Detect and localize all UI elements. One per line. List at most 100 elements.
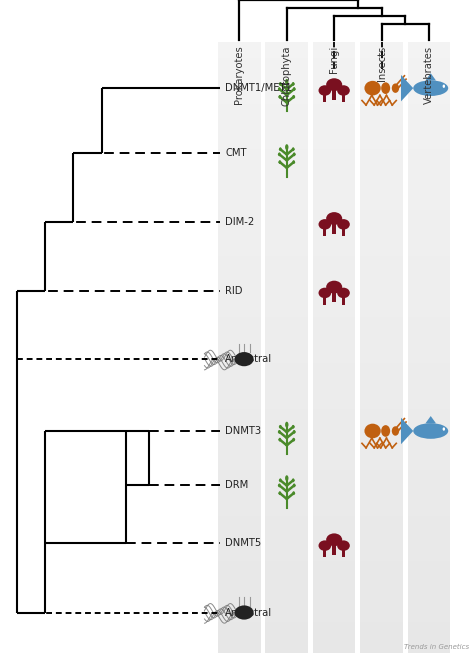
Bar <box>360 42 403 57</box>
Bar <box>218 424 261 439</box>
Bar <box>218 378 261 394</box>
Bar <box>265 88 308 103</box>
Ellipse shape <box>279 148 282 151</box>
Text: Prokaryotes: Prokaryotes <box>234 46 245 104</box>
Bar <box>360 363 403 378</box>
Bar <box>408 378 450 394</box>
Ellipse shape <box>235 352 254 366</box>
Ellipse shape <box>413 423 448 439</box>
Bar <box>265 409 308 424</box>
Ellipse shape <box>326 534 342 546</box>
Bar <box>313 272 356 287</box>
Bar <box>313 57 356 73</box>
Bar <box>265 378 308 394</box>
Bar <box>313 531 356 546</box>
Bar <box>313 42 356 57</box>
Bar <box>360 134 403 150</box>
Bar <box>265 287 308 302</box>
Bar <box>408 470 450 485</box>
Bar <box>360 347 403 363</box>
Bar <box>265 241 308 256</box>
Ellipse shape <box>235 605 254 620</box>
Bar <box>360 577 403 592</box>
Bar <box>313 88 356 103</box>
Bar <box>265 363 308 378</box>
Bar <box>265 73 308 88</box>
Bar <box>265 180 308 195</box>
Text: DNMT1/MET1: DNMT1/MET1 <box>225 83 292 93</box>
Bar <box>408 88 450 103</box>
Text: DRM: DRM <box>225 479 248 490</box>
Bar <box>313 317 356 332</box>
Bar <box>218 180 261 195</box>
Bar <box>218 256 261 272</box>
Bar <box>265 638 308 653</box>
Ellipse shape <box>279 82 282 86</box>
Polygon shape <box>426 73 436 80</box>
Bar <box>265 165 308 180</box>
Bar <box>265 500 308 516</box>
Bar <box>218 317 261 332</box>
Bar <box>360 378 403 394</box>
Ellipse shape <box>293 87 295 91</box>
Bar <box>332 287 336 302</box>
Bar <box>360 638 403 653</box>
Bar <box>265 302 308 317</box>
Bar <box>218 363 261 378</box>
Bar <box>313 439 356 454</box>
Bar <box>408 195 450 210</box>
Bar <box>218 195 261 210</box>
Bar <box>218 42 261 57</box>
Bar <box>218 439 261 454</box>
Bar <box>313 592 356 607</box>
Ellipse shape <box>365 81 381 95</box>
Bar <box>408 225 450 241</box>
Bar <box>360 241 403 256</box>
Bar <box>360 546 403 562</box>
Bar <box>218 88 261 103</box>
Ellipse shape <box>337 219 350 230</box>
Bar <box>360 470 403 485</box>
Bar <box>360 287 403 302</box>
Bar <box>313 195 356 210</box>
Bar <box>313 134 356 150</box>
Bar <box>313 607 356 622</box>
Bar <box>360 165 403 180</box>
Bar <box>408 317 450 332</box>
Ellipse shape <box>278 87 281 91</box>
Bar <box>265 150 308 165</box>
Bar <box>313 347 356 363</box>
Bar <box>360 272 403 287</box>
Bar <box>313 210 356 226</box>
Text: Ancestral: Ancestral <box>225 354 272 364</box>
Bar <box>265 225 308 241</box>
Ellipse shape <box>279 425 282 428</box>
Ellipse shape <box>319 541 331 551</box>
Bar <box>360 500 403 516</box>
Bar <box>265 119 308 134</box>
Bar <box>408 241 450 256</box>
Bar <box>408 134 450 150</box>
Bar <box>218 454 261 470</box>
Bar <box>342 225 345 236</box>
Bar <box>408 516 450 531</box>
Polygon shape <box>401 418 413 444</box>
Bar <box>313 302 356 317</box>
Bar <box>408 607 450 622</box>
Text: Ancestral: Ancestral <box>225 607 272 618</box>
Bar <box>360 607 403 622</box>
Bar <box>408 577 450 592</box>
Ellipse shape <box>337 288 350 298</box>
Bar <box>360 195 403 210</box>
Bar <box>360 622 403 638</box>
Text: Vertebrates: Vertebrates <box>424 46 434 104</box>
Bar <box>218 103 261 119</box>
Bar <box>265 57 308 73</box>
Ellipse shape <box>292 95 295 99</box>
Bar <box>218 134 261 150</box>
Bar <box>313 225 356 241</box>
Bar <box>360 225 403 241</box>
Ellipse shape <box>337 541 350 551</box>
Bar <box>408 272 450 287</box>
Text: CMT: CMT <box>225 148 246 159</box>
